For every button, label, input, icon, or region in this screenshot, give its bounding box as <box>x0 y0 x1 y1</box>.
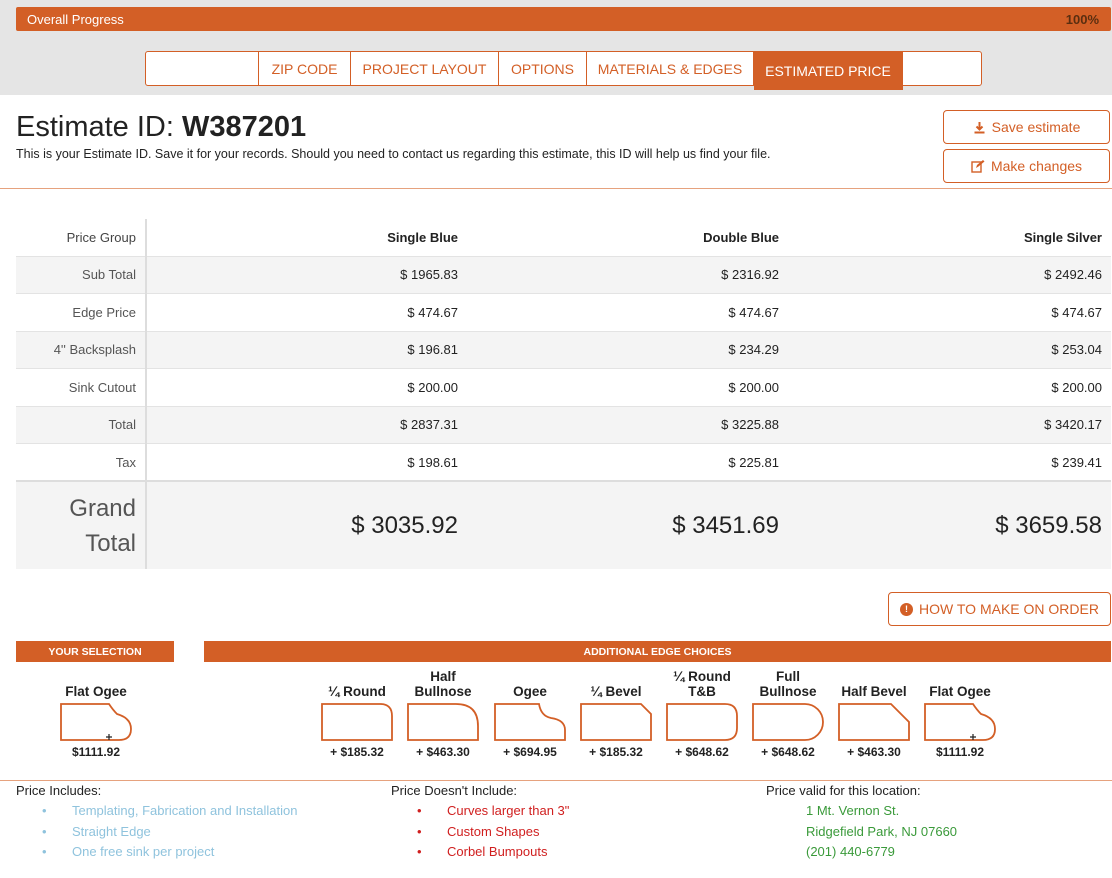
download-icon <box>974 121 985 133</box>
price-location-heading: Price valid for this location: <box>766 783 921 798</box>
list-item: Curves larger than 3" <box>391 801 569 822</box>
make-changes-button[interactable]: Make changes <box>943 149 1110 183</box>
address-line: Ridgefield Park, NJ 07660 <box>806 823 958 839</box>
table-row: Sub Total $ 1965.83 $ 2316.92 $ 2492.46 <box>16 255 1111 294</box>
grand-total-double-blue: $ 3451.69 <box>467 480 788 569</box>
list-item: Straight Edge <box>16 822 297 843</box>
table-row: Tax $ 198.61 $ 225.81 $ 239.41 <box>16 443 1111 481</box>
page-title: Estimate ID: W387201 <box>16 111 307 143</box>
progress-percent: 100% <box>1065 12 1099 27</box>
edge-choice-flat-ogee[interactable]: Flat Ogee $1111.92 <box>920 667 1000 759</box>
edge-choice-quarter-round-tb[interactable]: ¼ Round T&B + $648.62 <box>662 667 742 759</box>
save-estimate-button[interactable]: Save estimate <box>943 110 1110 144</box>
tab-estimated-price[interactable]: ESTIMATED PRICE <box>754 51 903 90</box>
table-row: Sink Cutout $ 200.00 $ 200.00 $ 200.00 <box>16 368 1111 406</box>
tab-zip-code[interactable]: ZIP CODE <box>259 52 351 85</box>
half-bullnose-profile-icon <box>407 703 479 741</box>
table-row: 4'' Backsplash $ 196.81 $ 234.29 $ 253.0… <box>16 330 1111 369</box>
price-includes-heading: Price Includes: <box>16 783 102 798</box>
selected-edge-flat-ogee[interactable]: Flat Ogee $1111.92 <box>56 667 136 759</box>
list-item: One free sink per project <box>16 842 297 863</box>
edge-choice-ogee[interactable]: Ogee + $694.95 <box>490 667 570 759</box>
estimate-panel: Estimate ID: W387201 This is your Estima… <box>0 95 1112 878</box>
price-table: Price Group Single Blue Double Blue Sing… <box>16 219 1111 569</box>
tab-options[interactable]: OPTIONS <box>499 52 587 85</box>
overall-progress-bar: Overall Progress 100% <box>16 7 1111 31</box>
flat-ogee-profile-icon <box>60 703 132 741</box>
table-row: Edge Price $ 474.67 $ 474.67 $ 474.67 <box>16 293 1111 331</box>
wizard-tabs: ZIP CODE PROJECT LAYOUT OPTIONS MATERIAL… <box>145 51 982 90</box>
address-line: 1 Mt. Vernon St. <box>806 803 900 818</box>
edge-choice-half-bevel[interactable]: Half Bevel + $463.30 <box>834 667 914 759</box>
how-to-order-button[interactable]: ! HOW TO MAKE ON ORDER <box>888 592 1111 626</box>
edit-icon <box>971 159 985 173</box>
divider <box>0 780 1112 781</box>
header-double-blue: Double Blue <box>703 229 779 245</box>
your-selection-header: YOUR SELECTION <box>16 641 174 662</box>
divider <box>0 188 1112 189</box>
list-item: Templating, Fabrication and Installation <box>16 801 297 822</box>
edge-choice-full-bullnose[interactable]: Full Bullnose + $648.62 <box>748 667 828 759</box>
grand-total-single-blue: $ 3035.92 <box>146 480 467 569</box>
header-price-group: Price Group <box>16 219 147 256</box>
tab-blank-start[interactable] <box>146 52 259 85</box>
full-bullnose-profile-icon <box>752 703 824 741</box>
edge-choice-half-bullnose[interactable]: Half Bullnose + $463.30 <box>403 667 483 759</box>
list-item: Custom Shapes <box>391 822 569 843</box>
estimate-description: This is your Estimate ID. Save it for yo… <box>16 147 771 161</box>
tab-blank-end[interactable] <box>903 52 981 85</box>
price-excludes-heading: Price Doesn't Include: <box>391 783 518 798</box>
edge-choice-quarter-round[interactable]: ¼ Round + $185.32 <box>317 667 397 759</box>
grand-total-row: Grand Total $ 3035.92 $ 3451.69 $ 3659.58 <box>16 480 1111 569</box>
grand-total-label: Grand Total <box>16 480 147 569</box>
progress-label: Overall Progress <box>27 12 124 27</box>
header-single-blue: Single Blue <box>387 229 458 245</box>
quarter-round-tb-profile-icon <box>666 703 738 741</box>
table-row: Total $ 2837.31 $ 3225.88 $ 3420.17 <box>16 405 1111 444</box>
price-excludes-list: Curves larger than 3" Custom Shapes Corb… <box>391 801 569 863</box>
price-location: Price valid for this location: 1 Mt. Ver… <box>766 783 957 863</box>
ogee-profile-icon <box>494 703 566 741</box>
quarter-bevel-profile-icon <box>580 703 652 741</box>
quarter-round-profile-icon <box>321 703 393 741</box>
half-bevel-profile-icon <box>838 703 910 741</box>
price-includes: Price Includes: Templating, Fabrication … <box>16 783 297 863</box>
table-header-row: Price Group Single Blue Double Blue Sing… <box>16 219 1111 256</box>
flat-ogee-choice-profile-icon <box>924 703 996 741</box>
location-address: 1 Mt. Vernon St. Ridgefield Park, NJ 076… <box>766 801 957 863</box>
price-excludes: Price Doesn't Include: Curves larger tha… <box>391 783 569 863</box>
price-includes-list: Templating, Fabrication and Installation… <box>16 801 297 863</box>
tab-materials-edges[interactable]: MATERIALS & EDGES <box>587 52 754 85</box>
grand-total-single-silver: $ 3659.58 <box>788 480 1111 569</box>
tab-project-layout[interactable]: PROJECT LAYOUT <box>351 52 499 85</box>
edge-choice-quarter-bevel[interactable]: ¼ Bevel + $185.32 <box>576 667 656 759</box>
additional-edge-choices-header: ADDITIONAL EDGE CHOICES <box>204 641 1111 662</box>
list-item: Corbel Bumpouts <box>391 842 569 863</box>
header-single-silver: Single Silver <box>1023 229 1102 245</box>
info-icon: ! <box>900 602 914 616</box>
phone-number: (201) 440-6779 <box>806 844 895 859</box>
estimate-id: W387201 <box>182 111 307 143</box>
